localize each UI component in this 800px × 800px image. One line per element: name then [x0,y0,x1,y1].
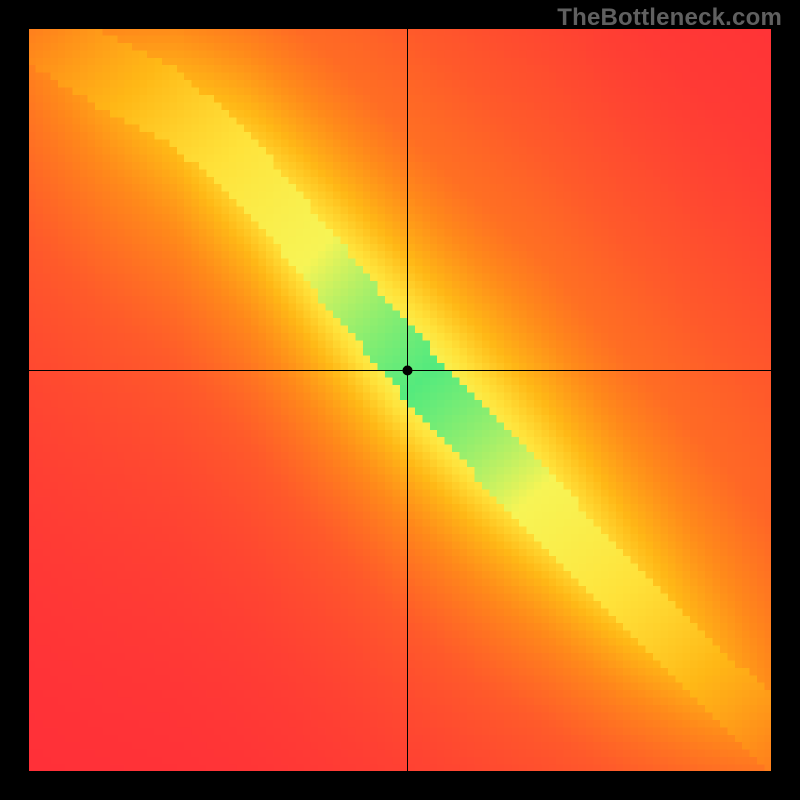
watermark-text: TheBottleneck.com [557,4,782,32]
chart-container: { "watermark": { "text": "TheBottleneck.… [0,0,800,800]
crosshair-overlay [28,28,772,772]
